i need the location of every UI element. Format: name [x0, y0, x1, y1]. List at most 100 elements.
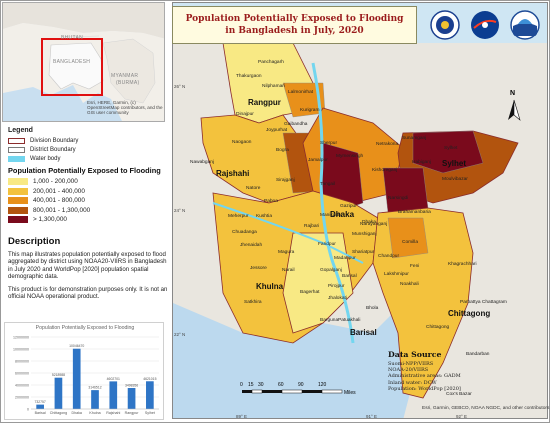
chart-ytick-label: 6000000 — [15, 372, 29, 376]
district-label: Satkhira — [244, 300, 262, 305]
region-label-rajshahi: Rajshahi — [216, 169, 250, 178]
chart-bar — [72, 348, 81, 409]
district-label: Lalmonirhat — [288, 90, 314, 95]
legend-class-4: 800,001 - 1,300,000 — [8, 206, 168, 216]
legend-class-4-label: 800,001 - 1,300,000 — [33, 206, 91, 214]
district-label: Kurigram — [300, 108, 320, 113]
district-label: Kishoreganj — [372, 168, 398, 173]
district-label: Narayanganj — [360, 222, 388, 227]
map-title-line1: Population Potentially Exposed to Floodi… — [185, 14, 404, 24]
data-source-heading: Data Source — [388, 350, 442, 359]
graticule-label: 91° E — [366, 414, 378, 419]
inset-label-bhutan: BHUTAN — [61, 35, 83, 41]
inset-label-myanmar: MYANMAR — [111, 73, 139, 79]
district-label: Rajbari — [304, 224, 320, 229]
district-label: Joypurhat — [266, 128, 288, 133]
inset-locator-map: BHUTAN BANGLADESH MYANMAR (BURMA) Esri, … — [2, 2, 165, 122]
agency-logos — [425, 8, 545, 42]
data-source-line: Administrative areas: GADM — [388, 373, 461, 380]
district-label: Noakhali — [400, 282, 419, 287]
district-label: Jhalokati — [328, 296, 347, 301]
bay-of-bengal — [173, 303, 423, 418]
chart-ytick-label: 2000000 — [15, 396, 29, 400]
district-label: Natore — [246, 186, 261, 191]
district-label: Pabna — [264, 199, 278, 204]
legend-swatch-water — [8, 155, 25, 162]
legend-class-2: 200,001 - 400,000 — [8, 187, 168, 197]
inset-extent-box — [41, 38, 103, 96]
legend-swatch-district — [8, 146, 25, 153]
legend-class-1-swatch — [8, 178, 28, 186]
data-source-line: NOAA-20/VIIRS — [388, 367, 429, 374]
district-label: Munshiganj — [352, 232, 377, 237]
district-kishoreganj — [382, 167, 429, 214]
north-arrow-icon: N — [504, 90, 524, 126]
district-label: Bagerhat — [300, 290, 320, 295]
chart-value-label: 3146512 — [88, 386, 101, 390]
district-label: Panchagarh — [258, 60, 284, 65]
legend: Legend Division Boundary District Bounda… — [8, 127, 168, 225]
region-label-dhaka: Dhaka — [330, 210, 355, 219]
chart-value-label: 3498356 — [125, 384, 138, 388]
district-label: Nawabganj — [190, 160, 215, 165]
legend-class-1-label: 1,000 - 200,000 — [33, 178, 78, 186]
region-label-rangpur: Rangpur — [248, 98, 281, 107]
district-label: Kushtia — [256, 214, 272, 219]
data-source: Data Source Suomi-NPP/VIIRS NOAA-20/VIIR… — [388, 350, 488, 392]
chart-bar — [54, 377, 63, 409]
inset-basemap — [3, 3, 164, 121]
district-label: Madaripur — [334, 256, 356, 261]
chart-bar — [127, 388, 136, 409]
chart-bar — [36, 404, 44, 409]
district-label: Cox's Bazar — [446, 392, 472, 397]
graticule-label: 89° E — [236, 414, 248, 419]
legend-title: Legend — [8, 127, 33, 134]
legend-class-5-label: > 1,300,000 — [33, 216, 67, 224]
district-label: Manikganj — [320, 213, 342, 218]
district-label: Thakurgaon — [236, 74, 262, 79]
district-label: Habiganj — [412, 160, 431, 165]
graticule-label: 24° N — [174, 208, 186, 213]
legend-class-5-swatch — [8, 216, 28, 224]
chart-ytick-label: 12000000 — [13, 336, 29, 340]
legend-item-district: District Boundary — [8, 145, 168, 154]
data-source-line: Population: WorldPop [2020] — [388, 385, 461, 392]
district-label: Nilphamari — [262, 84, 285, 89]
chart-ytick-label: 4000000 — [15, 384, 29, 388]
chart-value-label: 5218988 — [52, 373, 65, 377]
scale-tick: 0 — [240, 382, 243, 388]
bar-chart: Population Potentially Exposed to Floodi… — [4, 322, 164, 420]
district-label: Shariatpur — [352, 250, 375, 255]
scale-unit: Miles — [344, 390, 356, 396]
scale-tick: 60 — [278, 382, 284, 388]
scale-tick: 15 — [248, 382, 254, 388]
district-label: Narsingdi — [388, 196, 409, 201]
district-label: Barguna — [320, 318, 339, 323]
district-label: Gopalganj — [320, 268, 342, 273]
description-paragraph-1: This map illustrates population potentia… — [8, 251, 167, 280]
chart-bar — [109, 381, 118, 409]
district-label: Sylhet — [444, 146, 458, 151]
chart-ytick-label: 10000000 — [13, 348, 29, 352]
legend-label-division: Division Boundary — [30, 137, 79, 144]
district-label: Faridpur — [318, 242, 336, 247]
district-label: Jessore — [250, 266, 267, 271]
district-label: Sirajganj — [276, 178, 295, 183]
district-label: Narail — [282, 268, 295, 273]
chart-category-label: Chittagong — [50, 411, 67, 415]
chart-category-label: Rangpur — [125, 411, 140, 415]
district-label: Pirojpur — [328, 284, 345, 289]
scale-bar: 0 15 30 60 90 120 Miles — [238, 381, 378, 403]
chart-value-label: 4602701 — [107, 377, 120, 381]
legend-label-district: District Boundary — [30, 146, 76, 153]
chart-category-label: Khulna — [89, 411, 100, 415]
chart-category-label: Rajshahi — [106, 411, 120, 415]
chart-plot: 0 2000000 4000000 6000000 8000000 10000000 120… — [13, 336, 159, 415]
map-title-line2: in Bangladesh in July, 2020 — [225, 26, 364, 36]
district-label: Bhola — [366, 306, 379, 311]
legend-item-water: Water body — [8, 154, 168, 163]
basemap-credits: Esri, Garmin, GEBCO, NOAA NGDC, and othe… — [422, 406, 550, 411]
legend-class-3-swatch — [8, 197, 28, 205]
district-label: Dhaka — [362, 220, 376, 225]
description-heading: Description — [8, 236, 61, 247]
